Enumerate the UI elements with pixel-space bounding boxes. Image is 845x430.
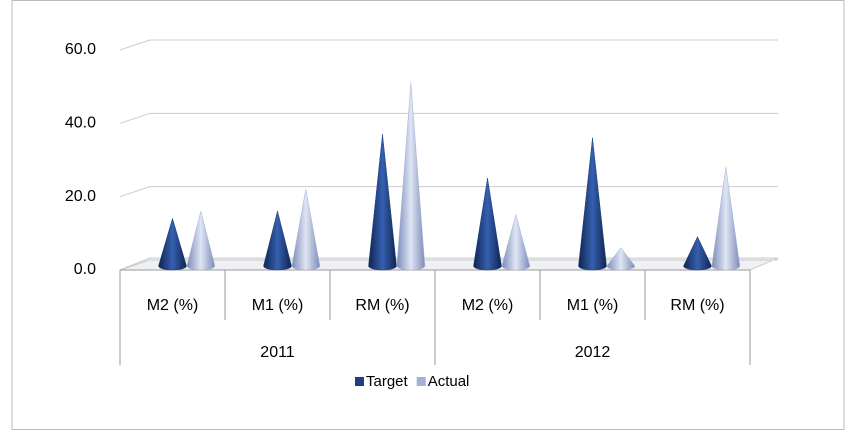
cone bbox=[263, 210, 292, 271]
legend-label: Actual bbox=[428, 373, 470, 390]
group-label: 2011 bbox=[260, 344, 295, 361]
legend-label: Target bbox=[366, 373, 409, 390]
y-tick-label: 0.0 bbox=[74, 261, 96, 278]
x-tick-label: M2 (%) bbox=[462, 297, 514, 314]
cone bbox=[396, 82, 426, 271]
cone bbox=[711, 166, 741, 271]
cone bbox=[501, 213, 531, 271]
x-tick-label: M1 (%) bbox=[567, 297, 619, 314]
y-tick-label: 40.0 bbox=[65, 115, 96, 132]
cone bbox=[473, 177, 502, 271]
cone bbox=[683, 236, 712, 271]
grid-line bbox=[119, 112, 778, 124]
cone bbox=[291, 188, 321, 271]
grid-line bbox=[119, 39, 778, 51]
y-tick-label: 20.0 bbox=[65, 188, 96, 205]
cone bbox=[186, 210, 216, 271]
x-tick-label: M1 (%) bbox=[252, 297, 304, 314]
x-tick-label: RM (%) bbox=[355, 297, 409, 314]
x-tick-label: M2 (%) bbox=[147, 297, 199, 314]
legend-swatch bbox=[355, 377, 364, 386]
x-tick-label: RM (%) bbox=[670, 297, 724, 314]
grid-line bbox=[119, 186, 778, 198]
cone bbox=[368, 133, 397, 271]
legend-swatch bbox=[416, 377, 426, 386]
y-tick-label: 60.0 bbox=[65, 41, 96, 58]
grid-line bbox=[119, 259, 778, 271]
cone bbox=[578, 137, 607, 271]
chart-frame bbox=[11, 0, 845, 430]
legend: Target Actual bbox=[355, 373, 469, 390]
cone bbox=[158, 217, 187, 271]
cone bbox=[606, 247, 636, 271]
group-label: 2012 bbox=[575, 344, 611, 361]
